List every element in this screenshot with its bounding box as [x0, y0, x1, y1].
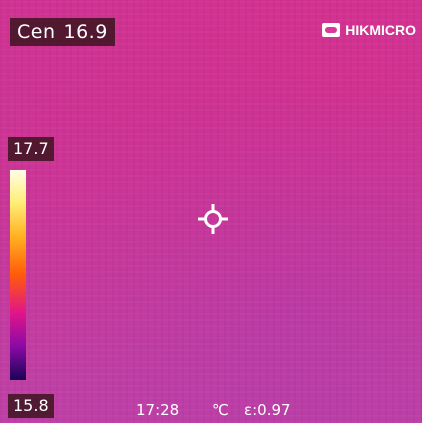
- center-value: 16.9: [63, 21, 108, 43]
- center-temperature-readout: Cen 16.9: [10, 18, 115, 46]
- scale-min-value: 15.8: [8, 394, 54, 418]
- hikmicro-logo-icon: [322, 23, 341, 37]
- crosshair-icon: [198, 204, 228, 234]
- brand-name: HIKMICRO: [345, 22, 416, 38]
- center-label: Cen: [17, 21, 56, 43]
- emissivity-value: ε:0.97: [244, 401, 291, 419]
- scale-max-value: 17.7: [8, 137, 54, 161]
- temperature-unit: ℃: [212, 401, 229, 419]
- clock-time: 17:28: [136, 401, 180, 419]
- brand-logo: HIKMICRO: [322, 22, 416, 38]
- status-bar: 17:28 ℃ ε:0.97: [0, 398, 422, 423]
- color-palette-bar: [10, 170, 26, 380]
